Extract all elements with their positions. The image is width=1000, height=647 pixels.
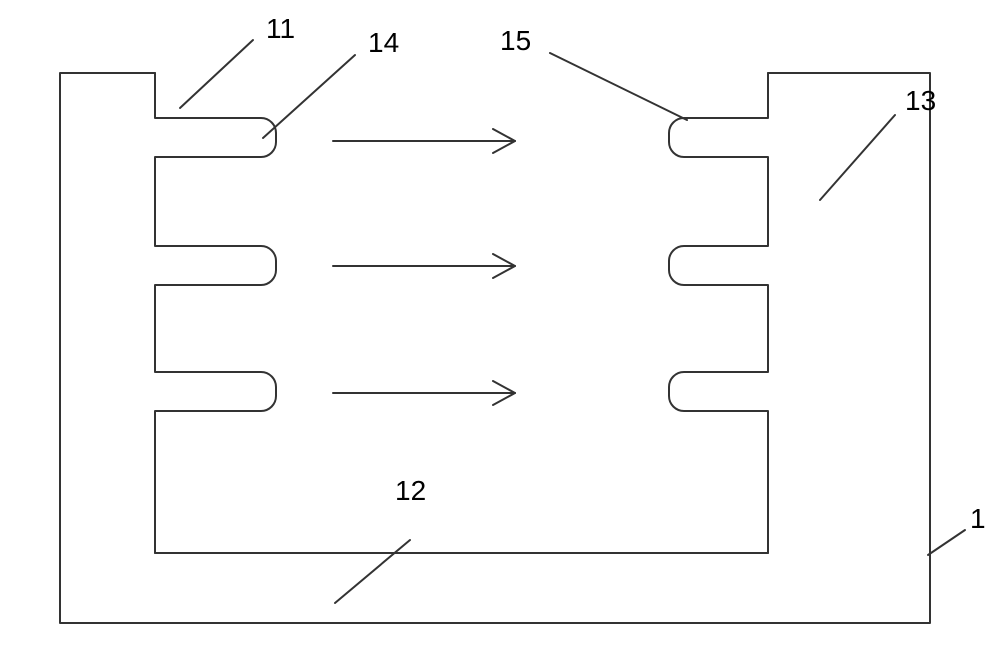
leader-line-l15 [550,53,687,120]
leader-lines [180,40,965,603]
flow-arrow-head [493,254,515,266]
label-13: 13 [905,85,936,116]
leader-line-l13 [820,115,895,200]
diagram-svg: 11 14 15 13 12 1 [0,0,1000,647]
flow-arrow-head [493,129,515,141]
flow-arrow-head [493,381,515,393]
right-wall [669,73,768,553]
label-14: 14 [368,27,399,58]
label-12: 12 [395,475,426,506]
left-wall [155,73,276,553]
leader-line-l11 [180,40,253,108]
label-15: 15 [500,25,531,56]
flow-arrows [333,129,515,405]
flow-arrow-head [493,141,515,153]
leader-line-l12 [335,540,410,603]
label-1: 1 [970,503,986,534]
flow-arrow-head [493,266,515,278]
leader-line-l14 [263,55,355,138]
leader-line-l1 [928,530,965,555]
flow-arrow-head [493,393,515,405]
outer-frame [60,73,930,623]
label-11: 11 [266,13,295,44]
